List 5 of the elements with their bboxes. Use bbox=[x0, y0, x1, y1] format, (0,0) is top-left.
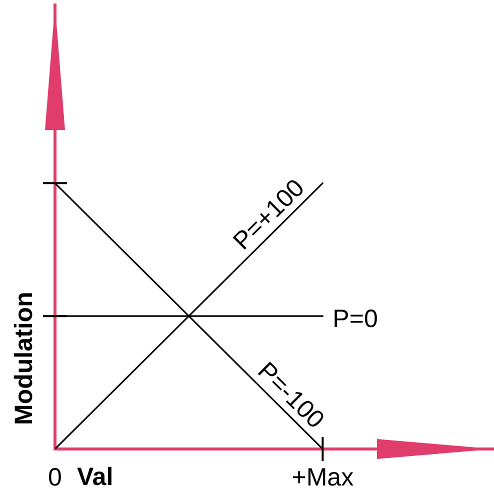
x-axis-title: Val bbox=[77, 463, 114, 491]
series-label: P=0 bbox=[332, 304, 378, 333]
x-tick-label: 0 bbox=[48, 463, 62, 492]
y-axis-title: Modulation bbox=[10, 292, 38, 425]
x-tick-label: +Max bbox=[292, 463, 354, 492]
